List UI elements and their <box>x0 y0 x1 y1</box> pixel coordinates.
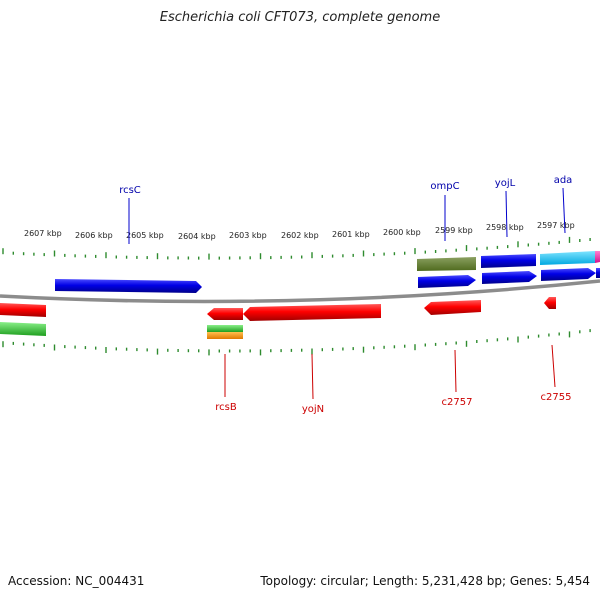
gene-label-rcsC[interactable]: rcsC <box>119 185 141 196</box>
scale-label: 2605 kbp <box>126 231 164 240</box>
feature-orange[interactable] <box>207 332 243 339</box>
gene-edge-left-red[interactable] <box>0 303 46 317</box>
scale-label: 2601 kbp <box>332 230 370 239</box>
gene-label-yojL[interactable]: yojL <box>495 178 516 189</box>
gene-label-ada[interactable]: ada <box>554 175 573 186</box>
gene-ada-upper[interactable] <box>540 251 595 265</box>
gene-edge-left-green[interactable] <box>0 322 46 336</box>
feature-green[interactable] <box>207 325 243 332</box>
reverse-label-leaders <box>224 344 556 400</box>
gene-yojN[interactable] <box>243 304 381 321</box>
map-title: Escherichia coli CFT073, complete genome <box>159 10 441 25</box>
scale-label: 2604 kbp <box>178 232 216 241</box>
gene-rcsC[interactable] <box>55 279 202 293</box>
gene-rcsB[interactable] <box>207 308 243 320</box>
feature-magenta[interactable] <box>595 251 600 263</box>
feature-olive[interactable] <box>417 257 476 271</box>
genome-summary-text: Topology: circular; Length: 5,231,428 bp… <box>260 574 590 588</box>
scale-label: 2597 kbp <box>537 221 575 230</box>
scale-labels: 2607 kbp 2606 kbp 2605 kbp 2604 kbp 2603… <box>24 221 575 241</box>
scale-ticks-inner <box>2 329 591 356</box>
gene-label-c2755[interactable]: c2755 <box>541 392 572 403</box>
gene-label-yojN[interactable]: yojN <box>302 404 324 415</box>
reverse-strand-features <box>0 297 556 339</box>
gene-c2757[interactable] <box>424 300 481 315</box>
forward-strand-features <box>55 251 600 293</box>
genome-backbone <box>0 279 600 304</box>
gene-label-ompC[interactable]: ompC <box>430 181 459 192</box>
scale-label: 2600 kbp <box>383 228 421 237</box>
gene-edge-right[interactable] <box>596 268 600 278</box>
scale-label: 2599 kbp <box>435 226 473 235</box>
gene-yojL-upper[interactable] <box>481 254 536 268</box>
scale-label: 2602 kbp <box>281 231 319 240</box>
gene-label-c2757[interactable]: c2757 <box>442 397 473 408</box>
gene-ompC[interactable] <box>418 275 476 288</box>
forward-gene-labels: rcsC ompC yojL ada <box>119 175 572 196</box>
gene-c2755[interactable] <box>544 297 556 309</box>
scale-ticks-outer <box>2 236 591 260</box>
reverse-gene-labels: rcsB yojN c2757 c2755 <box>215 392 571 415</box>
scale-label: 2603 kbp <box>229 231 267 240</box>
scale-label: 2607 kbp <box>24 229 62 238</box>
accession-text: Accession: NC_004431 <box>8 574 145 588</box>
scale-label: 2598 kbp <box>486 223 524 232</box>
gene-label-rcsB[interactable]: rcsB <box>215 402 237 413</box>
gene-yojL-lower[interactable] <box>482 271 537 284</box>
forward-label-leaders <box>128 187 566 244</box>
scale-label: 2606 kbp <box>75 231 113 240</box>
gene-ada-lower[interactable] <box>541 268 596 281</box>
